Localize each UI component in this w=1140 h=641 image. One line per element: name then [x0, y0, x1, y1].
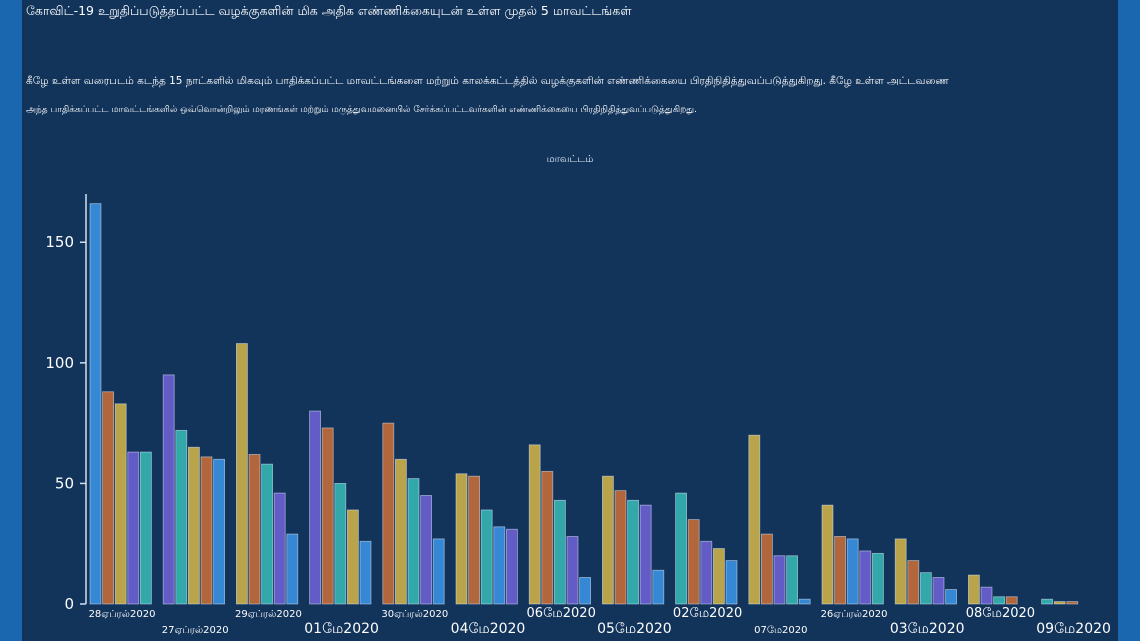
bar — [639, 504, 652, 605]
bar — [834, 536, 846, 605]
y-tick-label: 50 — [55, 474, 74, 492]
bar — [213, 458, 226, 605]
bar — [468, 475, 481, 605]
bar — [894, 538, 907, 605]
x-tick-label: 27ஏப்ரல்2020 — [162, 625, 229, 636]
bar — [786, 555, 798, 605]
bar — [687, 519, 700, 605]
x-tick-label: 30ஏப்ரல்2020 — [381, 609, 448, 620]
right-edge-bar — [1118, 0, 1140, 641]
x-tick-label: 03மே2020 — [890, 621, 965, 637]
bar — [773, 555, 786, 605]
x-tick-label: 09மே2020 — [1036, 621, 1111, 637]
bar — [579, 577, 591, 605]
bar — [554, 499, 566, 605]
bar — [162, 374, 175, 605]
bar — [993, 596, 1005, 605]
bar — [907, 560, 920, 605]
bar — [945, 589, 957, 605]
x-tick-label: 01மே2020 — [304, 621, 379, 637]
bar — [432, 538, 445, 605]
bar — [248, 454, 261, 605]
bar — [455, 473, 468, 605]
description-line-2: அந்த பாதிக்கப்பட்ட மாவட்டங்களில் ஒவ்வொன்… — [26, 105, 697, 115]
bar — [725, 560, 738, 605]
x-tick-label: 26ஏப்ரல்2020 — [821, 609, 888, 620]
bar — [675, 492, 687, 605]
bar — [1041, 598, 1053, 605]
x-tick-label: 02மே2020 — [673, 606, 742, 621]
bar — [346, 509, 359, 605]
bar — [493, 526, 506, 605]
bar — [700, 540, 713, 605]
bar — [175, 429, 188, 605]
bar — [1053, 601, 1066, 605]
bar — [309, 410, 322, 605]
page-heading: கோவிட்-19 உறுதிப்படுத்தப்பட்ட வழக்குகளின… — [26, 3, 632, 18]
bar — [541, 470, 554, 605]
bar — [968, 574, 980, 605]
chart-title: மாவட்டம் — [546, 154, 594, 165]
bar — [321, 427, 334, 605]
bar — [286, 533, 299, 605]
bar — [127, 451, 140, 605]
bar — [602, 475, 614, 605]
bar — [187, 446, 200, 605]
bar — [261, 463, 274, 605]
y-tick-label: 100 — [45, 354, 74, 372]
bar — [505, 528, 518, 605]
bar — [713, 548, 725, 605]
bar — [627, 499, 639, 605]
bar — [394, 458, 407, 605]
bar — [114, 403, 127, 605]
bar — [273, 492, 286, 605]
description-line-1: கீழே உள்ள வரைபடம் கடந்த 15 நாட்களில் மிக… — [26, 75, 949, 87]
bar — [566, 536, 579, 605]
x-tick-label: 07மே2020 — [754, 625, 807, 636]
bar — [235, 343, 248, 605]
bar — [980, 586, 993, 605]
bar — [872, 552, 884, 605]
bar — [932, 577, 945, 605]
bar — [200, 456, 213, 605]
x-tick-label: 29ஏப்ரல்2020 — [235, 609, 302, 620]
left-edge-bar — [0, 0, 22, 641]
y-tick-label: 150 — [45, 233, 74, 251]
bar — [359, 540, 372, 605]
bar — [846, 538, 859, 605]
bar — [920, 572, 932, 605]
bar — [407, 478, 420, 605]
x-tick-label: 28ஏப்ரல்2020 — [89, 609, 156, 620]
bar — [748, 434, 761, 605]
bar — [420, 495, 433, 605]
bar — [480, 509, 493, 605]
x-tick-label: 04மே2020 — [451, 621, 526, 637]
bar — [798, 598, 811, 605]
x-tick-label: 08மே2020 — [966, 606, 1035, 621]
bar — [821, 504, 834, 605]
bar — [334, 483, 347, 605]
bar — [139, 451, 152, 605]
bar — [382, 422, 395, 605]
bar — [102, 391, 114, 605]
bar — [859, 550, 872, 605]
bar — [614, 490, 627, 605]
bar — [1005, 596, 1018, 605]
y-tick-label: 0 — [64, 595, 74, 613]
bar — [652, 569, 665, 605]
bar — [528, 444, 541, 605]
bar — [761, 533, 773, 605]
bar — [1066, 601, 1079, 605]
bar — [89, 203, 102, 605]
x-tick-label: 05மே2020 — [597, 621, 672, 637]
x-tick-label: 06மே2020 — [527, 606, 596, 621]
